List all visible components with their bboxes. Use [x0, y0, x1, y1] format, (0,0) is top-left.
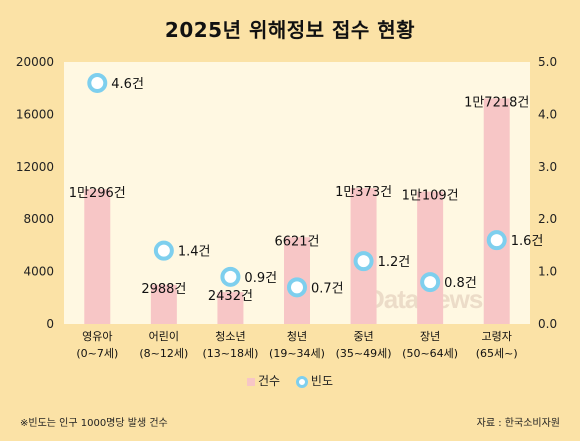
category-label: 영유아	[82, 330, 112, 343]
frequency-value-label: 1.4건	[178, 245, 211, 260]
frequency-value-label: 0.9건	[244, 271, 277, 286]
category-sublabel: (13~18세)	[202, 347, 258, 360]
right-axis-tick: 4.0	[538, 107, 557, 121]
right-axis-tick: 5.0	[538, 55, 557, 69]
left-axis-tick: 20000	[16, 55, 54, 69]
frequency-value-label: 4.6건	[111, 77, 144, 92]
frequency-value-label: 1.2건	[378, 255, 411, 270]
count-value-label: 1만109건	[402, 189, 459, 204]
right-axis-tick: 3.0	[538, 160, 557, 174]
legend-swatch-count	[246, 377, 255, 386]
count-value-label: 2988건	[141, 282, 186, 297]
count-bar	[150, 284, 177, 324]
count-value-label: 2432건	[208, 289, 253, 304]
chart-title: 2025년 위해정보 접수 현황	[164, 18, 416, 42]
left-axis: 0 4000 8000 12000 16000 20000	[16, 55, 54, 331]
legend-item-frequency: 빈도	[295, 372, 333, 389]
frequency-dot	[486, 230, 507, 251]
frequency-dot	[353, 251, 374, 272]
count-bar	[217, 292, 244, 324]
category-sublabel: (50~64세)	[402, 347, 458, 360]
category-label: 중년	[353, 330, 373, 343]
right-axis: 0.0 1.0 2.0 3.0 4.0 5.0	[538, 55, 557, 331]
frequency-value-label: 0.8건	[444, 276, 477, 291]
legend-label-frequency: 빈도	[310, 374, 333, 388]
frequency-dot	[153, 240, 174, 261]
count-bar	[417, 191, 444, 324]
legend-label-count: 건수	[257, 374, 281, 388]
frequency-dot	[287, 277, 307, 298]
count-bar	[483, 98, 510, 324]
legend-swatch-frequency	[295, 375, 308, 388]
category-sublabel: (0~7세)	[76, 347, 118, 360]
category-sublabel: (8~12세)	[139, 347, 188, 360]
right-axis-tick: 1.0	[538, 265, 557, 279]
category-labels: 영유아 (0~7세) 어린이 (8~12세) 청소년 (13~18세) 청년 (19~34세)…	[76, 330, 517, 360]
frequency-series	[87, 72, 507, 298]
frequency-dot	[420, 272, 441, 293]
left-axis-tick: 8000	[23, 212, 54, 226]
right-axis-tick: 2.0	[538, 212, 557, 226]
category-label: 청소년	[215, 330, 245, 343]
category-label: 어린이	[149, 330, 179, 343]
left-axis-tick: 0	[46, 317, 54, 331]
right-axis-tick: 0.0	[538, 317, 557, 331]
frequency-dot	[220, 266, 241, 287]
count-value-label: 1만296건	[69, 186, 126, 201]
frequency-value-label: 1.6건	[511, 234, 544, 249]
count-value-label: 1만373건	[335, 185, 392, 200]
category-label: 장년	[420, 330, 440, 343]
count-bar	[84, 189, 111, 324]
left-axis-tick: 4000	[23, 265, 54, 279]
category-label: 청년	[287, 330, 307, 343]
bar-series	[84, 98, 510, 324]
count-value-label: 1만7218건	[464, 95, 529, 110]
frequency-value-labels: 4.6건 1.4건 0.9건 0.7건 1.2건 0.8건 1.6건	[111, 77, 543, 296]
legend-item-count: 건수	[246, 372, 281, 389]
frequency-dot	[87, 72, 108, 93]
legend: 건수 빈도	[0, 372, 580, 389]
source-note: 자료 : 한국소비자원	[476, 418, 560, 429]
category-label: 고령자	[482, 330, 512, 343]
left-axis-tick: 16000	[16, 107, 54, 121]
footnote: ※빈도는 인구 1000명당 발생 건수	[20, 418, 168, 429]
category-sublabel: (65세~)	[476, 347, 518, 360]
frequency-value-label: 0.7건	[311, 281, 344, 296]
count-value-label: 6621건	[274, 234, 319, 249]
bar-value-labels: 1만296건 2988건 2432건 6621건 1만373건 1만109건 1만7218건	[69, 95, 530, 304]
left-axis-tick: 12000	[16, 160, 54, 174]
category-sublabel: (35~49세)	[336, 347, 392, 360]
category-sublabel: (19~34세)	[269, 347, 325, 360]
